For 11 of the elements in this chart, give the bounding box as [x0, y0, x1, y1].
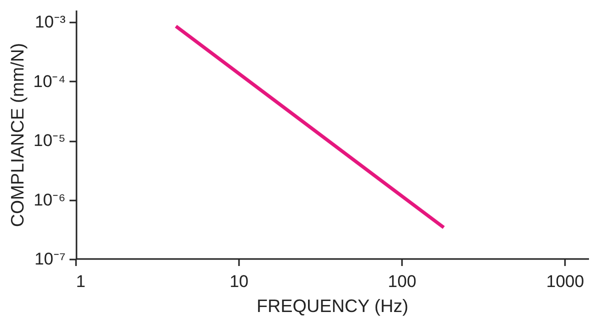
x-tick-label: 1 — [76, 272, 86, 291]
x-axis-title: FREQUENCY (Hz) — [256, 296, 408, 316]
x-tick-label: 1000 — [546, 272, 584, 291]
y-axis-title: COMPLIANCE (mm/N) — [7, 43, 28, 227]
y-tick-label: 10⁻⁷ — [34, 250, 66, 268]
y-tick-label: 10⁻⁶ — [34, 190, 66, 210]
y-tick-label: 10⁻⁵ — [34, 131, 66, 150]
x-tick-label: 10 — [230, 272, 249, 291]
y-tick-label: 10⁻³ — [34, 12, 66, 32]
x-tick-label: 100 — [388, 272, 416, 291]
y-tick-label: 10⁻⁴ — [33, 72, 66, 91]
